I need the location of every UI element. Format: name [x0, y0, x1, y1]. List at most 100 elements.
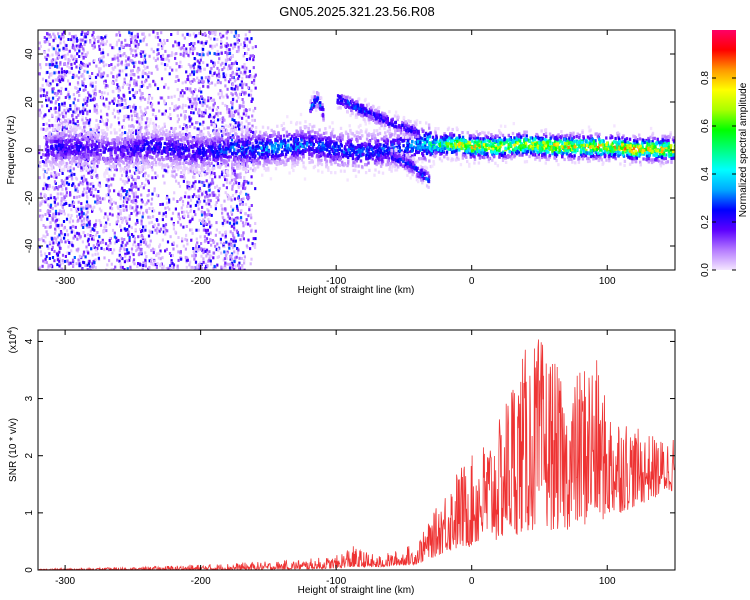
spectrogram-noise-cell: [115, 43, 118, 47]
spectrogram-noise-cell: [67, 38, 70, 41]
spectrogram-noise-cell: [114, 265, 117, 269]
spectrogram-noise-cell: [233, 177, 236, 181]
spectrogram-noise-cell: [219, 45, 222, 49]
spectrogram-ridge-cell: [662, 157, 665, 161]
spectrogram-noise-cell: [75, 162, 78, 166]
spectrogram-noise-cell: [177, 117, 180, 121]
spectrogram-ridge-cell: [347, 159, 350, 163]
spectrogram-noise-cell: [126, 180, 129, 184]
spectrogram-noise-cell: [116, 109, 119, 113]
spectrogram-noise-cell: [190, 238, 193, 242]
spectrogram-noise-cell: [209, 225, 212, 229]
spectrogram-noise-cell: [52, 166, 55, 170]
spectrogram-noise-cell: [182, 203, 185, 207]
spectrogram-noise-cell: [222, 183, 225, 187]
spectrogram-noise-cell: [219, 81, 222, 85]
spectrogram-noise-cell: [224, 254, 228, 258]
spectrogram-noise-cell: [101, 238, 104, 242]
spectrogram-noise-cell: [208, 164, 211, 168]
spectrogram-noise-cell: [120, 194, 123, 198]
spectrogram-noise-cell: [128, 188, 131, 192]
spectrogram-ridge-cell: [237, 166, 240, 170]
spectrogram-noise-cell: [87, 91, 90, 95]
spectrogram-noise-cell: [199, 67, 202, 71]
spectrogram-noise-cell: [58, 264, 61, 268]
spectrogram-noise-cell: [132, 105, 135, 109]
spectrogram-noise-cell: [152, 108, 155, 112]
spectrogram-noise-cell: [179, 94, 182, 98]
spectrogram-noise-cell: [186, 125, 189, 129]
spectrogram-noise-cell: [185, 210, 188, 214]
spectrogram-noise-cell: [73, 185, 77, 189]
spectrogram-noise-cell: [82, 98, 86, 102]
spectrogram-noise-cell: [107, 187, 110, 191]
spectrogram-noise-cell: [240, 121, 243, 125]
spectrogram-noise-cell: [204, 76, 207, 80]
spectrogram-noise-cell: [84, 40, 87, 44]
spectrogram-noise-cell: [163, 181, 166, 185]
spectrogram-noise-cell: [69, 226, 72, 230]
spectrogram-noise-cell: [82, 226, 85, 229]
spectrogram-noise-cell: [231, 265, 234, 269]
spectrogram-noise-cell: [177, 41, 181, 45]
spectrogram-noise-cell: [194, 34, 198, 38]
spectrogram-noise-cell: [92, 194, 95, 198]
spectrogram-noise-cell: [46, 233, 49, 237]
spectrogram-noise-cell: [54, 101, 57, 105]
spectrogram-noise-cell: [140, 219, 143, 223]
spectrogram-noise-cell: [138, 68, 141, 72]
spectrogram-noise-cell: [134, 171, 137, 175]
spectrogram-noise-cell: [117, 89, 120, 93]
spectrogram-noise-cell: [208, 213, 211, 217]
spectrogram-noise-cell: [252, 82, 256, 86]
spectrogram-noise-cell: [74, 225, 77, 229]
spectrogram-noise-cell: [98, 89, 101, 93]
spectrogram-noise-cell: [83, 35, 86, 39]
spectrogram-noise-cell: [224, 261, 227, 265]
spectrogram-ridge-cell: [599, 143, 603, 147]
spectrogram-noise-cell: [129, 59, 132, 63]
spectrogram-noise-cell: [83, 69, 86, 73]
spectrogram-noise-cell: [161, 53, 165, 57]
spectrogram-noise-cell: [126, 43, 129, 47]
spectrogram-noise-cell: [104, 105, 107, 109]
spectrogram-ridge-cell: [132, 163, 135, 167]
spectrogram-noise-cell: [53, 71, 56, 75]
spectrogram-noise-cell: [180, 65, 183, 68]
spectrogram-noise-cell: [45, 37, 48, 41]
spectrogram-noise-cell: [78, 262, 81, 266]
spectrogram-noise-cell: [235, 221, 239, 225]
spectrogram-noise-cell: [212, 251, 216, 255]
spectrogram-noise-cell: [233, 173, 236, 177]
spectrogram-noise-cell: [104, 79, 107, 83]
spectrogram-noise-cell: [166, 205, 169, 209]
spectrogram-ridge-cell: [299, 112, 303, 117]
spectrogram-noise-cell: [216, 196, 220, 200]
spectrogram-noise-cell: [52, 47, 55, 51]
spectrogram-noise-cell: [129, 265, 132, 269]
spectrogram-noise-cell: [58, 257, 61, 261]
spectrogram-noise-cell: [178, 125, 181, 129]
spectrogram-noise-cell: [220, 51, 223, 55]
spectrogram-noise-cell: [75, 209, 78, 213]
spectrogram-noise-cell: [197, 247, 200, 251]
spectrogram-noise-cell: [137, 235, 140, 239]
spectrogram-noise-cell: [209, 96, 213, 100]
spectrogram-noise-cell: [234, 33, 237, 37]
spectrogram-noise-cell: [126, 82, 129, 86]
spectrogram-noise-cell: [170, 33, 173, 36]
spectrogram-noise-cell: [188, 89, 191, 93]
spectrogram-noise-cell: [199, 58, 202, 62]
spectrogram-noise-cell: [132, 178, 135, 182]
spectrogram-ridge-cell: [125, 137, 129, 141]
spectrogram-noise-cell: [188, 118, 192, 122]
spectrogram-noise-cell: [96, 173, 99, 177]
spectrogram-noise-cell: [135, 208, 138, 212]
spectrogram-noise-cell: [245, 119, 248, 123]
spectrogram-noise-cell: [140, 170, 144, 174]
spectrogram-noise-cell: [41, 264, 44, 268]
spectrogram-noise-cell: [191, 254, 194, 258]
spectrogram-noise-cell: [99, 67, 102, 71]
spectrogram-noise-cell: [209, 44, 212, 48]
spectrogram-noise-cell: [54, 151, 57, 155]
